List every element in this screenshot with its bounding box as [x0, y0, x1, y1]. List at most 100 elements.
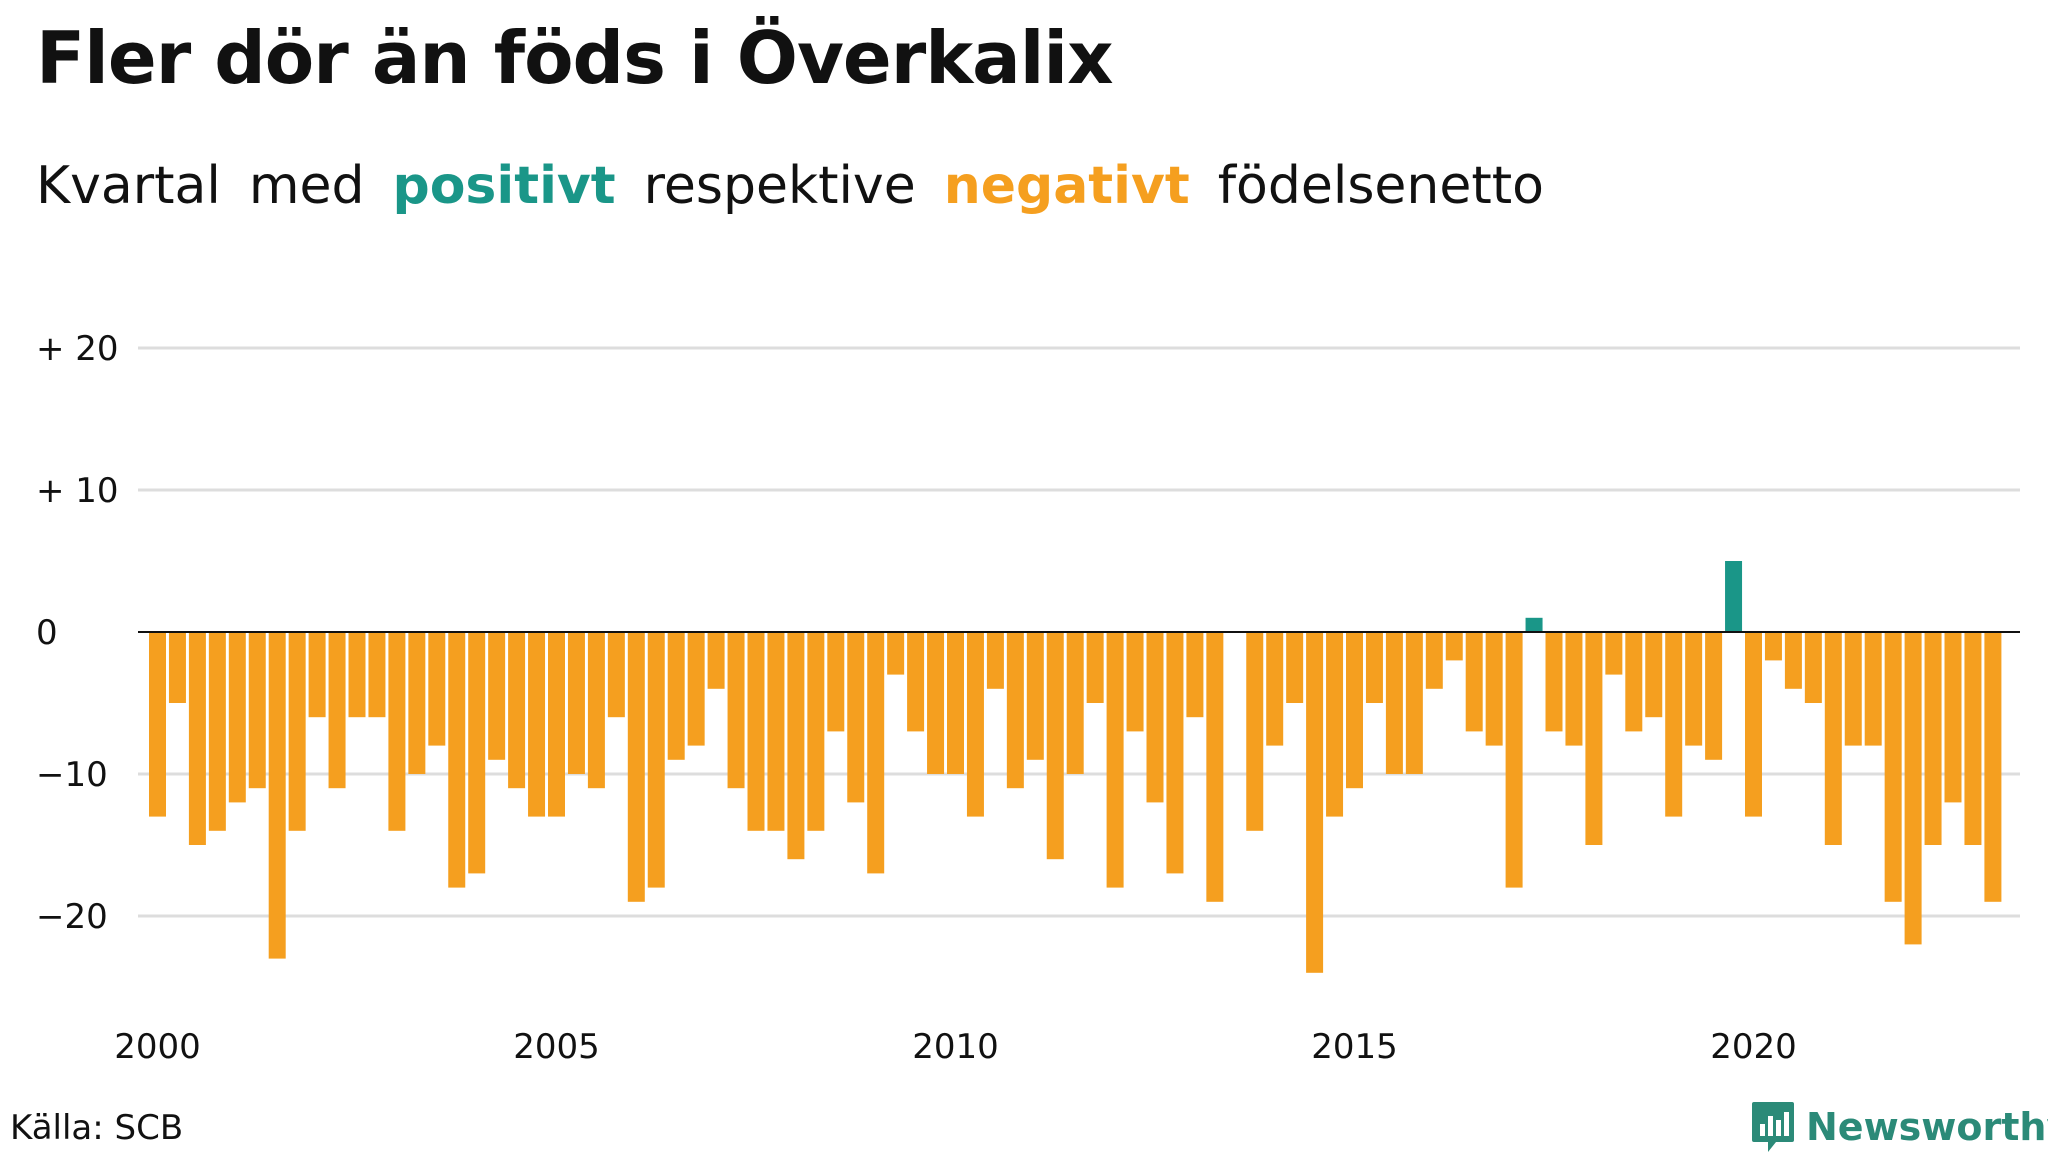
bar-negative: [1645, 632, 1663, 718]
newsworthy-logo-icon: [1752, 1102, 1794, 1152]
bar-negative: [1425, 632, 1443, 689]
bar-negative: [208, 632, 226, 831]
bar-negative: [1745, 632, 1762, 817]
bar-negative: [508, 632, 526, 789]
bar-negative: [927, 632, 945, 774]
bar-negative: [408, 632, 426, 774]
bar-negative: [548, 632, 565, 817]
bar-negative: [587, 632, 605, 789]
bar-negative: [986, 632, 1004, 689]
bar-negative: [1266, 632, 1284, 746]
bar-negative: [607, 632, 625, 718]
x-tick-label: 2015: [1311, 1027, 1398, 1067]
bar-negative: [1804, 632, 1822, 703]
bar-negative: [1206, 632, 1224, 902]
bar-negative: [448, 632, 466, 888]
bar-negative: [1186, 632, 1204, 718]
y-tick-label: + 20: [36, 329, 119, 369]
subtitle-word: födelsenetto: [1217, 156, 1544, 216]
bar-negative: [1844, 632, 1862, 746]
bar-negative: [1864, 632, 1882, 746]
bar-negative: [1286, 632, 1304, 703]
bar-negative: [567, 632, 585, 774]
bar-negative: [1326, 632, 1344, 817]
bar-positive: [1525, 617, 1543, 632]
subtitle-word: med: [248, 156, 365, 216]
x-tick-label: 2010: [912, 1027, 999, 1067]
bar-negative: [1166, 632, 1184, 874]
bar-negative: [627, 632, 645, 902]
bar-negative: [168, 632, 186, 703]
bar-negative: [388, 632, 406, 831]
bar-negative: [887, 632, 905, 675]
bar-negative: [1066, 632, 1084, 774]
bar-negative: [1545, 632, 1563, 732]
bar-negative: [1585, 632, 1603, 845]
bar-negative: [188, 632, 206, 845]
subtitle-word: respektive: [643, 156, 916, 216]
bar-negative: [1784, 632, 1802, 689]
bar-negative: [428, 632, 446, 746]
bar-negative: [248, 632, 266, 789]
bar-negative: [1665, 632, 1683, 817]
bar-negative: [767, 632, 785, 831]
bar-negative: [468, 632, 486, 874]
bar-negative: [1405, 632, 1423, 774]
bar-negative: [827, 632, 845, 732]
bar-negative: [288, 632, 306, 831]
bar-negative: [1006, 632, 1024, 789]
bar-negative: [1705, 632, 1723, 760]
bar-negative: [1904, 632, 1922, 945]
chart-title: Fler dör än föds i Överkalix: [36, 16, 1114, 100]
bar-negative: [268, 632, 286, 959]
bar-negative: [1764, 632, 1782, 661]
bar-negative: [907, 632, 925, 732]
bar-negative: [867, 632, 885, 874]
bar-negative: [488, 632, 506, 760]
bar-negative: [647, 632, 665, 888]
bar-negative: [1485, 632, 1503, 746]
subtitle-negative-label: negativt: [943, 156, 1190, 216]
y-tick-label: + 10: [36, 471, 119, 511]
bar-negative: [1306, 632, 1324, 973]
bar-negative: [1146, 632, 1164, 803]
bar-negative: [1086, 632, 1104, 703]
bar-negative: [1565, 632, 1583, 746]
bar-negative: [1365, 632, 1383, 703]
bar-negative: [1385, 632, 1403, 774]
bar-negative: [308, 632, 326, 718]
bar-negative: [1106, 632, 1124, 888]
bar-negative: [847, 632, 865, 803]
subtitle-positive-label: positivt: [392, 156, 616, 216]
bar-negative: [228, 632, 246, 803]
bar-negative: [1824, 632, 1842, 845]
bar-negative: [1026, 632, 1044, 760]
bar-negative: [1126, 632, 1144, 732]
bar-negative: [1465, 632, 1483, 732]
bar-negative: [1346, 632, 1363, 789]
bar-negative: [787, 632, 805, 860]
bar-negative: [966, 632, 984, 817]
bar-negative: [1046, 632, 1064, 860]
bar-negative: [1246, 632, 1264, 831]
bar-negative: [149, 632, 166, 817]
brand-logo: Newsworthy: [1750, 1100, 2048, 1154]
bar-negative: [1964, 632, 1982, 845]
bar-negative: [727, 632, 745, 789]
bar-negative: [1445, 632, 1463, 661]
bar-negative: [1625, 632, 1643, 732]
bar-negative: [687, 632, 705, 746]
y-tick-label: −20: [36, 897, 108, 937]
bar-negative: [328, 632, 346, 789]
bar-negative: [947, 632, 964, 774]
bar-negative: [1884, 632, 1902, 902]
y-tick-label: −10: [36, 755, 108, 795]
bar-negative: [1605, 632, 1623, 675]
x-tick-label: 2005: [513, 1027, 600, 1067]
bar-negative: [1984, 632, 2002, 902]
bar-negative: [1685, 632, 1703, 746]
bar-positive: [1725, 561, 1743, 632]
y-tick-label: 0: [36, 613, 58, 653]
bar-negative: [667, 632, 685, 760]
